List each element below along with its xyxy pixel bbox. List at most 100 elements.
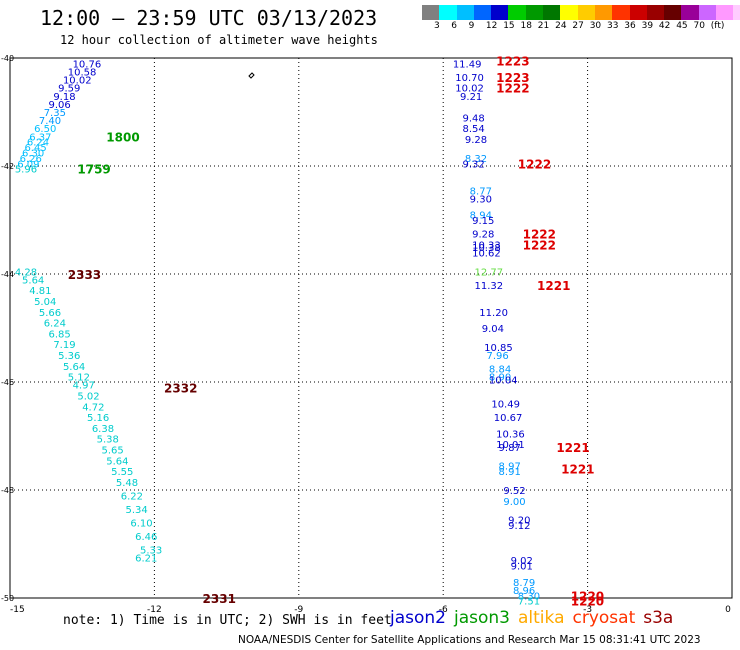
- time-label: 2331: [203, 592, 236, 606]
- wave-height-label: 9.02: [511, 556, 533, 567]
- y-tick-label: -44: [1, 270, 14, 279]
- legend-swatch: [612, 5, 630, 20]
- wave-height-label: 8.30: [518, 591, 540, 602]
- wave-height-label: 6.38: [92, 424, 114, 435]
- wave-height-label: 6.30: [22, 149, 44, 160]
- legend-tick-label: (ft): [710, 21, 725, 31]
- wave-height-label: 5.02: [77, 392, 99, 403]
- wave-height-label: 8.84: [489, 365, 511, 376]
- legend-swatch: [422, 5, 440, 20]
- time-label: 1800: [106, 130, 139, 144]
- legend-tick-label: 6: [451, 21, 458, 31]
- wave-height-label: 5.66: [39, 308, 61, 319]
- wave-height-label: 7.96: [487, 351, 509, 362]
- legend-tick-label: 21: [537, 21, 550, 31]
- wave-height-label: 5.04: [34, 297, 56, 308]
- wave-height-label: 11.20: [479, 308, 508, 319]
- credit-line: NOAA/NESDIS Center for Satellite Applica…: [238, 634, 701, 646]
- legend-swatch: [456, 5, 474, 20]
- legend-tick-label: 24: [555, 21, 567, 31]
- wave-height-label: 5.12: [68, 373, 90, 384]
- wave-height-label: 4.97: [73, 381, 95, 392]
- wave-height-label: 5.64: [63, 362, 85, 373]
- satellite-legend-item: s3a: [643, 608, 674, 628]
- x-tick-label: -6: [439, 605, 448, 615]
- time-label: 1223: [496, 55, 529, 69]
- wave-height-label: 6.46: [135, 532, 157, 543]
- wave-height-label: 5.33: [140, 545, 162, 556]
- legend-tick-label: 70: [693, 21, 705, 31]
- legend-tick-label: 27: [572, 21, 584, 31]
- time-label: 1222: [518, 157, 551, 171]
- legend-swatch: [577, 5, 595, 20]
- wave-height-label: 6.45: [24, 143, 46, 154]
- wave-height-label: 9.32: [462, 159, 484, 170]
- x-tick-label: -12: [147, 605, 162, 615]
- page-title: 12:00 – 23:59 UTC 03/13/2023: [40, 6, 378, 30]
- legend-swatch: [473, 5, 492, 20]
- time-label: 1222: [496, 82, 529, 96]
- wave-height-label: 6.37: [29, 132, 51, 143]
- legend-swatch: [664, 5, 682, 20]
- legend-tick-label: 33: [607, 21, 619, 31]
- time-label: 1222: [523, 238, 556, 252]
- wave-height-label: 6.26: [20, 154, 42, 165]
- wave-height-label: 10.58: [68, 68, 97, 79]
- time-label: 1220: [571, 589, 604, 603]
- legend-swatch: [698, 5, 717, 20]
- wave-height-label: 8.32: [465, 154, 487, 165]
- legend-swatch: [491, 5, 509, 20]
- wave-height-label: 8.79: [513, 578, 535, 589]
- wave-height-label: 6.09: [17, 159, 39, 170]
- legend-swatch: [525, 5, 544, 20]
- legend-swatch: [560, 5, 578, 20]
- legend-tick-label: 12: [485, 21, 498, 31]
- wave-height-label: 6.22: [121, 491, 143, 502]
- legend-tick-label: 39: [641, 21, 654, 31]
- legend-tick-label: 9: [468, 21, 475, 31]
- wave-height-label: 9.01: [511, 562, 533, 573]
- time-label: 1220: [571, 595, 604, 609]
- wave-height-label: 4.72: [82, 402, 104, 413]
- wave-height-label: 6.21: [135, 554, 157, 565]
- page-subtitle: 12 hour collection of altimeter wave hei…: [60, 33, 378, 47]
- time-labels: 1800175923332332233112231223122212221222…: [68, 55, 604, 609]
- wave-height-label: 5.65: [101, 446, 123, 457]
- wave-height-label: 10.36: [496, 429, 525, 440]
- satellite-legend: jason2 jason3 altika cryosat s3a: [390, 608, 681, 628]
- wave-height-label: 5.48: [116, 478, 138, 489]
- wave-height-label: 9.28: [472, 230, 494, 241]
- wave-height-label: 9.04: [482, 324, 504, 335]
- legend-tick-label: 30: [589, 21, 602, 31]
- wave-height-label: 9.20: [508, 516, 530, 527]
- wave-height-label: 10.33: [472, 240, 501, 251]
- legend-swatch: [681, 5, 699, 20]
- legend-tick-label: 15: [503, 21, 515, 31]
- wave-height-label: 10.01: [496, 440, 525, 451]
- wave-height-label: 8.96: [513, 586, 535, 597]
- wave-height-label: 10.49: [491, 400, 520, 411]
- wave-height-label: 9.52: [503, 486, 525, 497]
- wave-height-label: 10.85: [484, 343, 513, 354]
- wave-height-label: 5.64: [106, 456, 128, 467]
- x-tick-label: -3: [583, 605, 592, 615]
- wave-height-label: 9.59: [58, 84, 80, 95]
- wave-height-label: 11.49: [453, 59, 482, 70]
- legend-swatch: [733, 5, 740, 20]
- map-frame: [9, 57, 733, 599]
- time-label: 1222: [523, 228, 556, 242]
- legend-tick-label: 18: [520, 21, 532, 31]
- wave-height-label: 10.04: [489, 375, 518, 386]
- legend-swatch: [629, 5, 647, 20]
- time-label: 1223: [496, 71, 529, 85]
- wave-height-label: 6.24: [27, 138, 49, 149]
- time-label: 1759: [77, 163, 110, 177]
- color-legend-ticks: 3 6 9 12 15 18 21 24 27 30 33 36 39 42 45 70 (ft): [422, 21, 737, 33]
- legend-swatch: [646, 5, 665, 20]
- wave-height-label: 8.91: [499, 467, 521, 478]
- wave-height-label: 10.02: [63, 76, 92, 87]
- island-marker: [248, 72, 255, 79]
- wave-height-label: 9.12: [508, 521, 530, 532]
- wave-height-label: 9.06: [49, 100, 71, 111]
- wave-height-label: 8.97: [499, 462, 521, 473]
